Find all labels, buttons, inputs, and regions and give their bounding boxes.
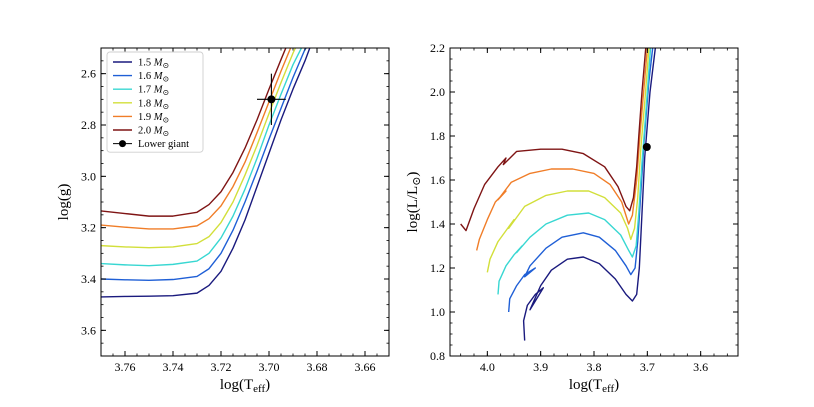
legend-label: 1.9 M⊙ bbox=[138, 112, 169, 125]
legend-label: 1.6 M⊙ bbox=[138, 71, 169, 84]
series-line-1-6 bbox=[507, 48, 654, 313]
lower-giant-marker bbox=[267, 95, 276, 104]
y-tick-label: 3.6 bbox=[81, 323, 96, 337]
y-tick-label: 1.4 bbox=[430, 217, 445, 231]
y-tick-label: 1.8 bbox=[430, 129, 445, 143]
x-axis-label: log(Teff) bbox=[569, 377, 619, 395]
y-tick-label: 2.2 bbox=[430, 41, 445, 55]
series-line-1-5 bbox=[101, 48, 311, 298]
plot-frame bbox=[449, 47, 739, 357]
y-tick-label: 1.2 bbox=[430, 261, 445, 275]
legend-label: Lower giant bbox=[138, 139, 189, 150]
series-group bbox=[460, 48, 657, 341]
series-line-2-0 bbox=[101, 48, 287, 217]
y-tick-label: 1.6 bbox=[430, 173, 445, 187]
x-tick-label: 3.70 bbox=[259, 360, 280, 374]
y-tick-label: 3.0 bbox=[81, 169, 96, 183]
y-tick-label: 2.0 bbox=[430, 85, 445, 99]
x-tick-label: 4.0 bbox=[480, 360, 495, 374]
y-axis-label: log(g) bbox=[56, 184, 72, 221]
legend-label: 1.7 M⊙ bbox=[138, 85, 169, 98]
legend: 1.5 M⊙1.6 M⊙1.7 M⊙1.8 M⊙1.9 M⊙2.0 M⊙Lowe… bbox=[106, 51, 204, 153]
lower-giant-marker bbox=[642, 143, 651, 151]
series-line-1-8 bbox=[101, 48, 297, 249]
series-line-1-5 bbox=[522, 48, 657, 341]
legend-swatch-marker bbox=[119, 140, 126, 148]
legend-label: 1.8 M⊙ bbox=[138, 98, 169, 111]
y-tick-label: 1.0 bbox=[430, 305, 445, 319]
y-tick-label: 2.6 bbox=[81, 67, 96, 81]
left-panel-logg: 3.76 3.74 3.72 3.70 3.68 3.66 2.6 2.8 3.0 3.2 3.4 3… bbox=[56, 47, 390, 395]
series-line-1-6 bbox=[101, 48, 307, 281]
x-tick-label: 3.7 bbox=[640, 360, 655, 374]
x-tick-label: 3.74 bbox=[163, 360, 184, 374]
y-tick-label: 0.8 bbox=[430, 349, 445, 363]
series-line-1-8 bbox=[486, 48, 650, 273]
legend-box bbox=[106, 51, 204, 153]
x-tick-label: 3.76 bbox=[115, 360, 136, 374]
y-tick-label: 2.8 bbox=[81, 118, 96, 132]
x-tick-label: 3.68 bbox=[307, 360, 328, 374]
y-tick-label: 3.4 bbox=[81, 272, 96, 286]
x-axis-label: log(Teff) bbox=[220, 377, 270, 395]
axes-ticks: 3.76 3.74 3.72 3.70 3.68 3.66 2.6 2.8 3.0 3.2 3.4 3… bbox=[81, 47, 390, 374]
series-line-2-0 bbox=[460, 48, 647, 232]
series-group bbox=[101, 48, 311, 298]
series-line-1-7 bbox=[497, 48, 652, 295]
y-tick-label: 3.2 bbox=[81, 221, 96, 235]
x-tick-label: 3.8 bbox=[587, 360, 602, 374]
axes-ticks: 4.0 3.9 3.8 3.7 3.6 0.8 1.0 1.2 1.4 1.6 1.8 2.0 2.2 bbox=[430, 41, 738, 374]
x-tick-label: 3.6 bbox=[693, 360, 708, 374]
legend-label: 2.0 M⊙ bbox=[138, 126, 169, 139]
right-panel-hr-diagram: 4.0 3.9 3.8 3.7 3.6 0.8 1.0 1.2 1.4 1.6 1.8 2.0 2.2 l… bbox=[405, 41, 739, 395]
legend-label: 1.5 M⊙ bbox=[138, 58, 169, 71]
y-axis-label: log(L/L⊙) bbox=[405, 172, 423, 233]
series-line-1-9 bbox=[475, 48, 649, 251]
x-tick-label: 3.9 bbox=[533, 360, 548, 374]
x-tick-label: 3.66 bbox=[355, 360, 376, 374]
x-tick-label: 3.72 bbox=[211, 360, 232, 374]
